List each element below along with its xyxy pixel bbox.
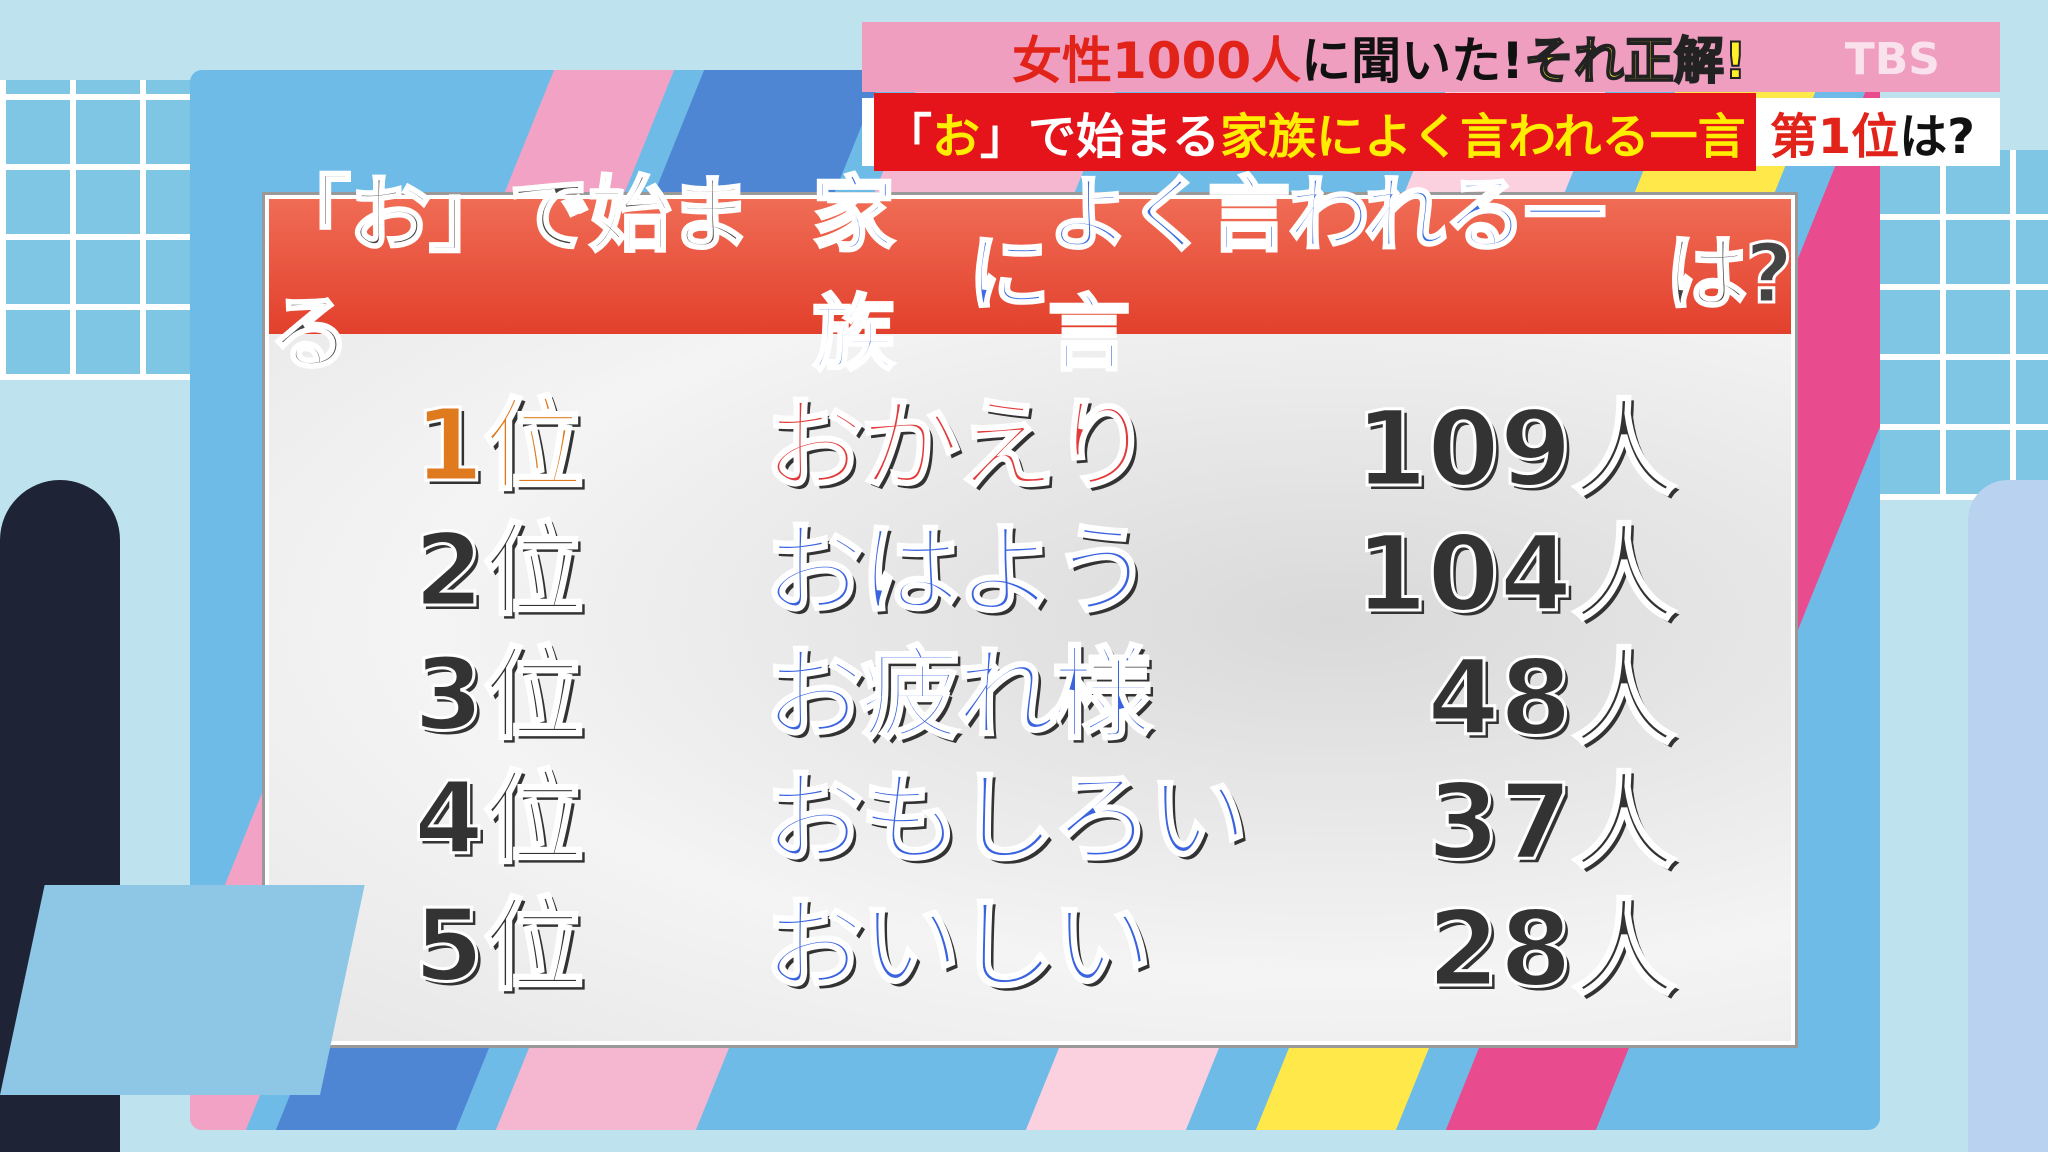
rank-label: 2位 [413,511,586,631]
title-text: よく言われる一言 [1047,166,1608,383]
rank-label: 4位 [413,759,586,879]
caption-text: で始まる [1028,109,1221,165]
count-text: 104人 [1353,512,1677,637]
caption-text: によく言われる一言 [1316,109,1746,165]
ranking-row: 4位 おもしろい 37人 [269,737,1791,885]
title-text: に [967,226,1052,324]
answer-text: おかえり [763,386,1154,506]
answer-text: おはよう [763,511,1154,631]
caption-text: 第1位 [1769,109,1900,165]
caption-text: に聞いた! [1301,32,1524,90]
ranking-row: 3位 お疲れ様 48人 [269,613,1791,761]
caption-text: 」 [980,109,1029,165]
ranking-row: 1位 おかえり 109人 [269,364,1791,512]
presenter-right-arm [1968,480,2048,1152]
count-text: 28人 [1426,887,1678,1012]
rank-label: 1位 [413,386,586,506]
channel-watermark: TBS [1844,34,1940,85]
count-text: 37人 [1426,760,1678,885]
caption-text: 「 [884,109,933,165]
caption-text: は? [1899,109,1975,165]
title-text: は? [1664,226,1795,324]
count-text: 109人 [1353,387,1677,512]
ranking-row: 5位 おいしい 28人 [269,864,1791,1012]
title-text: 家族 [811,166,896,383]
rank-label: 3位 [413,635,586,755]
caption-text: 家族 [1220,109,1317,165]
caption-line-2: 「お」で始まる家族によく言われる一言 第1位 は? [862,93,2000,171]
ranking-panel: 「お」で始まる 家族 に よく言われる一言 は? 1位 おかえり 109人 2位… [265,166,1795,1045]
studio-background-right [1870,150,2048,500]
answer-text: おいしい [763,886,1154,1006]
caption-text: それ正解! [1523,31,1748,91]
count-text: 48人 [1426,636,1678,761]
studio-background-left [0,80,200,380]
answer-text: お疲れ様 [763,635,1154,755]
caption-highlight: 「お」で始まる家族によく言われる一言 [874,93,1756,171]
board-title: 「お」で始まる 家族 に よく言われる一言 は? [268,166,1795,383]
title-text: 「お」で始まる [268,166,753,383]
podium-logo [0,885,365,1095]
caption-line-1: 女性1000人 に聞いた! それ正解! TBS [862,22,2000,92]
caption-text: お [932,109,981,165]
ranking-row: 2位 おはよう 104人 [269,489,1791,637]
caption-text: 女性1000人 [1012,32,1302,90]
answer-text: おもしろい [763,759,1250,879]
rank-label: 5位 [413,886,586,1006]
